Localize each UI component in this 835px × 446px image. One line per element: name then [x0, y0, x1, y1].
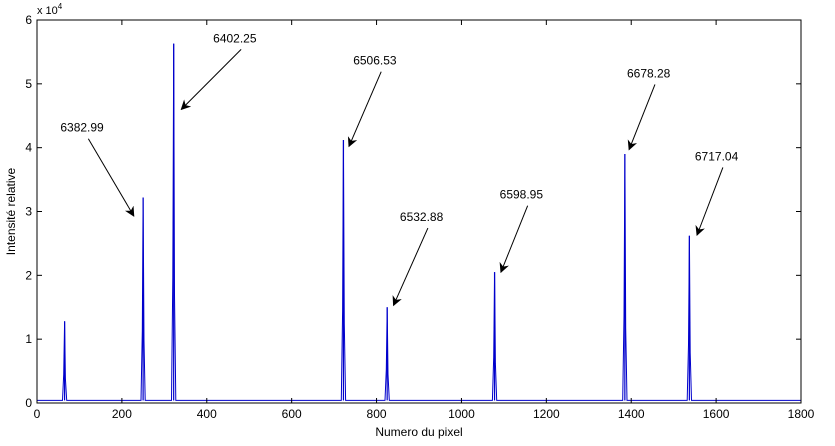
peak-annotation-arrow [87, 138, 135, 217]
x-tick-label: 400 [197, 407, 217, 421]
spectrum-line [37, 43, 801, 401]
peak-annotation-label: 6382.99 [60, 121, 104, 135]
peak-annotation-arrow [180, 48, 242, 111]
peak-annotation-arrow [627, 84, 656, 151]
y-tick-label: 1 [25, 332, 32, 346]
x-tick-label: 800 [367, 407, 387, 421]
x-tick-label: 200 [112, 407, 132, 421]
peak-annotation-label: 6717.04 [695, 149, 739, 163]
peak-annotation-arrow [392, 227, 429, 307]
x-axis-label: Numero du pixel [375, 425, 462, 439]
x-tick-label: 1200 [533, 407, 560, 421]
peak-annotation-arrow [347, 71, 382, 148]
peak-annotation-label: 6598.95 [500, 188, 544, 202]
y-tick-label: 6 [25, 13, 32, 27]
y-tick-label: 5 [25, 77, 32, 91]
peak-annotation-label: 6506.53 [353, 54, 397, 68]
x-tick-label: 0 [34, 407, 41, 421]
peak-annotation-label: 6678.28 [627, 66, 671, 80]
x-tick-label: 1000 [448, 407, 475, 421]
peak-annotation-label: 6402.25 [213, 31, 257, 45]
y-axis-label: Intensité relative [4, 167, 18, 255]
peak-annotation-arrow [695, 167, 724, 237]
x-tick-label: 600 [282, 407, 302, 421]
y-axis-scale-label: x 104 [37, 2, 63, 17]
x-tick-label: 1400 [618, 407, 645, 421]
x-tick-label: 1600 [703, 407, 730, 421]
y-tick-label: 3 [25, 205, 32, 219]
peak-annotation-arrow [499, 205, 529, 274]
peak-annotation-label: 6532.88 [400, 210, 444, 224]
y-tick-label: 2 [25, 268, 32, 282]
y-tick-label: 4 [25, 141, 32, 155]
y-tick-label: 0 [25, 396, 32, 410]
x-tick-label: 1800 [788, 407, 815, 421]
